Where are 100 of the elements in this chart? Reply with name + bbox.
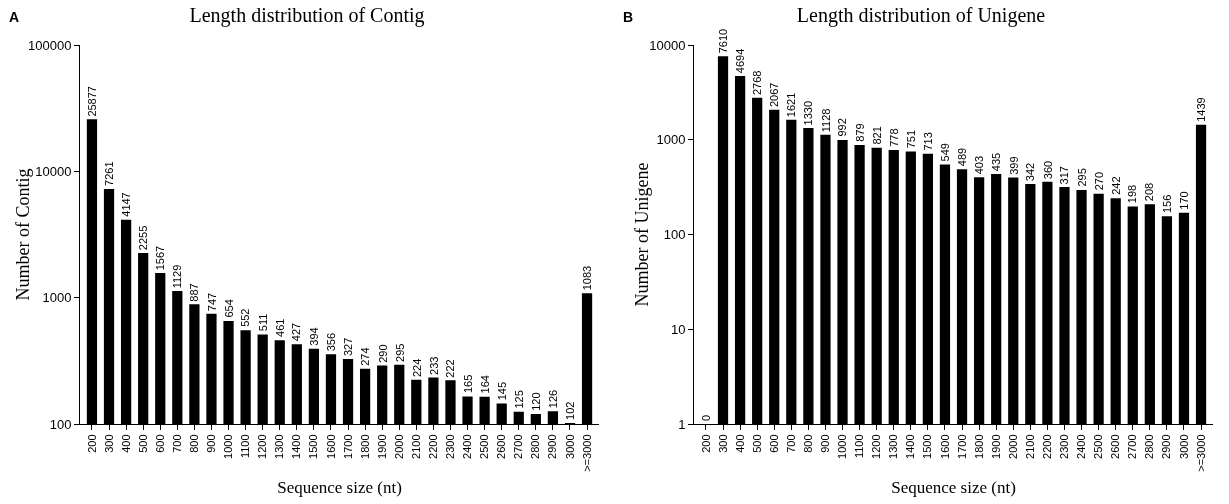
data-label: 511: [257, 313, 270, 332]
x-tick-label: 900: [819, 434, 832, 453]
x-tick-label: 1000: [836, 434, 849, 459]
x-tick-label: 400: [119, 434, 132, 453]
data-label: 489: [955, 147, 968, 167]
x-tick-label: 2400: [461, 434, 474, 459]
data-label: 552: [239, 308, 252, 327]
data-label: 2255: [137, 225, 150, 251]
x-tick-label: 1900: [989, 434, 1002, 459]
x-tick-label: 2800: [529, 434, 542, 459]
data-label: 120: [529, 392, 542, 411]
data-label: 821: [870, 126, 883, 145]
data-label: 295: [393, 343, 406, 362]
y-tick-label: 10000: [35, 163, 72, 179]
data-label: 126: [546, 389, 559, 409]
data-label: 461: [273, 318, 286, 337]
x-tick-label: 1100: [853, 434, 866, 459]
x-tick-label: 1100: [239, 434, 252, 459]
data-label: 7261: [103, 161, 116, 186]
x-tick-label: 1000: [222, 434, 235, 459]
x-tick-label: 2000: [392, 434, 405, 459]
x-tick-label: 300: [716, 434, 729, 453]
x-tick-label: >=3000: [1194, 434, 1207, 472]
data-label: 170: [1178, 191, 1191, 210]
data-label: 295: [1075, 168, 1088, 187]
x-tick-label: 2200: [426, 434, 439, 459]
x-tick-label: 2500: [478, 434, 491, 459]
data-label: 25877: [86, 86, 99, 117]
data-label: 778: [887, 128, 900, 147]
y-tick-label: 1000: [42, 290, 72, 306]
text: A: [9, 9, 20, 25]
data-label: 1129: [171, 264, 184, 289]
x-tick-label: 500: [136, 434, 149, 453]
x-axis-title: Sequence size (nt): [891, 478, 1016, 498]
data-label: 403: [972, 155, 985, 175]
x-tick-label: 3000: [1177, 434, 1190, 459]
data-label: 2768: [751, 70, 764, 96]
x-tick-label: 2300: [444, 434, 457, 459]
data-label: 317: [1058, 166, 1071, 185]
data-label: 360: [1041, 160, 1054, 180]
x-tick-label: 1300: [273, 434, 286, 459]
x-tick-label: 2300: [1058, 434, 1071, 459]
x-tick-label: 1800: [972, 434, 985, 459]
data-label: 1567: [154, 245, 167, 271]
data-label: 125: [513, 390, 525, 409]
data-label: 427: [290, 322, 303, 342]
x-tick-label: 1500: [307, 434, 320, 459]
data-label: 2067: [768, 82, 781, 108]
x-tick-label: 2700: [512, 434, 525, 459]
data-label: 270: [1092, 171, 1105, 191]
data-label: 342: [1024, 162, 1037, 182]
data-label: 222: [444, 359, 457, 378]
data-label: 198: [1126, 184, 1139, 204]
x-tick-label: 500: [750, 434, 763, 453]
data-label: 435: [990, 152, 1003, 172]
data-label: 1083: [580, 265, 593, 291]
data-label: 992: [836, 118, 849, 137]
x-tick-label: 1600: [938, 434, 951, 459]
data-label: 4147: [120, 192, 133, 217]
x-tick-label: 2600: [495, 434, 508, 459]
data-label: 549: [938, 143, 951, 162]
data-label: 399: [1007, 156, 1020, 175]
x-tick-label: 1400: [904, 434, 917, 459]
y-tick-label: 10000: [649, 37, 686, 53]
x-tick-label: 2100: [1023, 434, 1036, 459]
data-label: 879: [853, 123, 866, 142]
x-tick-label: 1400: [290, 434, 303, 459]
data-label: 165: [462, 374, 475, 394]
x-tick-label: 2700: [1126, 434, 1139, 459]
x-tick-label: 2000: [1006, 434, 1019, 459]
x-tick-label: 600: [153, 434, 166, 453]
y-tick-label: 100000: [28, 37, 72, 53]
x-tick-label: 1300: [887, 434, 900, 459]
data-label: 208: [1143, 182, 1156, 202]
data-label: 327: [342, 337, 355, 357]
x-tick-label: 3000: [563, 434, 576, 459]
data-label: 224: [410, 358, 423, 378]
data-label: 233: [427, 356, 440, 375]
data-label: 713: [922, 132, 935, 151]
x-tick-label: 1200: [256, 434, 269, 459]
data-label: 102: [564, 401, 577, 420]
x-tick-label: 2100: [409, 434, 422, 459]
y-tick-label: 100: [663, 227, 686, 243]
x-tick-label: >=3000: [580, 434, 593, 472]
x-tick-label: 700: [170, 434, 183, 453]
x-tick-label: 400: [733, 434, 746, 453]
x-tick-label: 2900: [1160, 434, 1173, 459]
x-tick-label: 1200: [870, 434, 883, 459]
x-tick-label: 2400: [1075, 434, 1088, 459]
text: 0: [699, 414, 712, 421]
y-tick-label: 1000: [656, 132, 686, 148]
text: B: [623, 9, 634, 25]
y-axis-title: Number of Unigene: [632, 162, 652, 307]
data-label: 274: [359, 347, 372, 366]
x-tick-label: 1800: [358, 434, 371, 459]
chart-title: Length distribution of Unigene: [796, 3, 1046, 27]
x-tick-label: 2200: [1040, 434, 1053, 459]
data-label: 394: [308, 327, 321, 346]
data-label: 290: [376, 344, 389, 363]
x-tick-label: 1500: [921, 434, 934, 459]
